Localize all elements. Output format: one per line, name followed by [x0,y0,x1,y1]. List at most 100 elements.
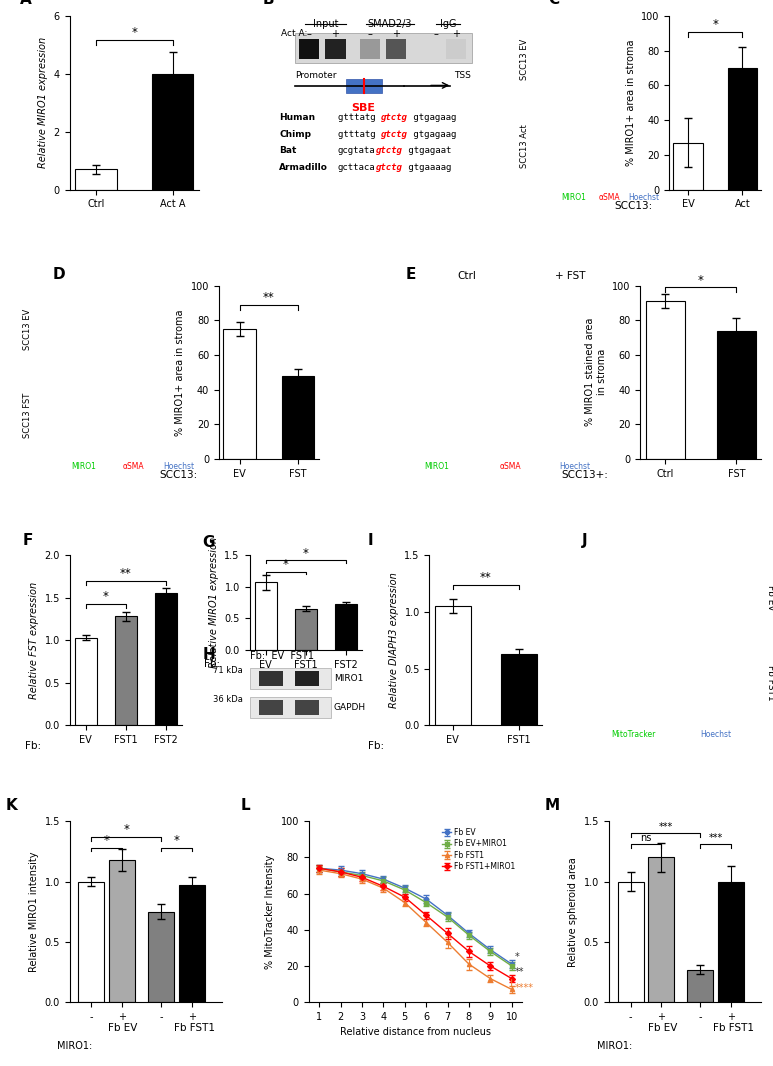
Text: **: ** [480,571,492,584]
Y-axis label: % MIRO1+ area in stroma: % MIRO1+ area in stroma [175,309,186,436]
Text: MIRO1:: MIRO1: [597,1041,632,1051]
Text: G: G [203,535,215,550]
Text: αSMA: αSMA [599,193,621,201]
Bar [75,637,97,725]
Text: MIRO1: MIRO1 [71,463,96,471]
Text: –: – [434,29,438,39]
Text: SCC13 EV: SCC13 EV [23,308,32,350]
Text: *: * [283,559,288,571]
Legend: Fb EV, Fb EV+MIRO1, Fb FST1, Fb FST1+MIRO1: Fb EV, Fb EV+MIRO1, Fb FST1, Fb FST1+MIR… [439,825,519,874]
Bar [727,68,758,190]
Text: –: – [307,29,312,39]
Text: gtgaaaag: gtgaaaag [403,163,451,172]
Text: SBE: SBE [352,102,376,113]
Text: *: * [103,591,109,603]
FancyBboxPatch shape [258,700,283,715]
Text: Promoter: Promoter [295,71,337,80]
Text: Fb EV: Fb EV [766,585,773,611]
Bar [76,169,117,190]
Text: **: ** [263,291,274,304]
Text: *: * [104,834,110,846]
Bar [179,885,205,1002]
Y-axis label: Relative spheroid area: Relative spheroid area [568,857,578,967]
Text: gtttatg: gtttatg [338,113,380,123]
FancyBboxPatch shape [325,38,346,60]
Text: SCC13 Act: SCC13 Act [520,125,530,168]
Text: D: D [53,266,66,281]
Text: *: * [303,547,308,560]
Text: Fb FST1: Fb FST1 [713,1023,754,1033]
Text: H: H [203,647,215,662]
Text: Fb:: Fb: [367,741,383,752]
Text: SCC13:: SCC13: [614,200,652,211]
FancyBboxPatch shape [386,38,406,60]
Bar [648,857,674,1002]
Text: –: – [367,29,372,39]
Y-axis label: % MIRO1+ area in stroma: % MIRO1+ area in stroma [625,39,635,166]
Text: gcttaca: gcttaca [338,163,375,172]
FancyBboxPatch shape [250,697,331,717]
Text: SCC13 FST: SCC13 FST [23,393,32,438]
Text: K: K [5,798,17,813]
Text: gtctg: gtctg [381,113,408,123]
Text: F: F [22,533,32,548]
Text: I: I [367,533,373,548]
Text: SCC13+:: SCC13+: [562,470,608,480]
Bar [501,653,537,725]
Text: C: C [548,0,559,6]
Y-axis label: Relative MIRO1 expression: Relative MIRO1 expression [209,537,219,668]
Bar [254,582,277,650]
Bar [155,594,177,725]
Bar [282,375,314,459]
Bar [718,882,744,1002]
Text: *: * [515,952,519,963]
Bar [78,882,104,1002]
Text: Ctrl: Ctrl [458,271,476,280]
Y-axis label: Relative FST expression: Relative FST expression [29,582,39,698]
FancyBboxPatch shape [295,671,319,687]
Text: *: * [173,834,179,846]
Text: **: ** [120,567,131,580]
Text: αSMA: αSMA [123,463,145,471]
Text: TSS: TSS [455,71,471,80]
Text: gtttatg: gtttatg [338,130,380,139]
Text: GAPDH: GAPDH [334,704,366,712]
Text: Hoechst: Hoechst [163,463,194,471]
Text: ****: **** [515,983,534,994]
Text: **: ** [515,967,524,976]
Bar [335,604,357,650]
Text: *: * [124,823,129,836]
Text: SMAD2/3: SMAD2/3 [368,18,412,29]
Bar [109,860,135,1002]
Text: B: B [263,0,274,6]
Text: *: * [698,274,704,287]
Bar [295,609,317,650]
Text: gtctg: gtctg [381,130,408,139]
Bar [717,330,756,459]
Text: J: J [582,533,587,548]
Text: Fb:: Fb: [25,741,41,752]
Text: gcgtata: gcgtata [338,146,375,156]
Bar [148,911,174,1002]
Text: ns: ns [640,833,652,843]
Bar [152,74,193,190]
Text: Hoechst: Hoechst [560,463,591,471]
Text: MitoTracker: MitoTracker [611,730,656,739]
Y-axis label: % MIRO1 stained area
in stroma: % MIRO1 stained area in stroma [585,318,607,426]
Text: gtctg: gtctg [376,146,403,156]
FancyBboxPatch shape [295,33,472,63]
Bar [646,301,685,459]
Text: MIRO1: MIRO1 [334,674,363,683]
Text: Act A:: Act A: [281,29,308,38]
Text: Chimp: Chimp [279,130,312,139]
Text: gtgagaat: gtgagaat [403,146,451,156]
Bar [673,143,703,190]
Text: Hoechst: Hoechst [628,193,659,201]
Y-axis label: Relative MIRO1 intensity: Relative MIRO1 intensity [29,852,39,972]
X-axis label: Relative distance from nucleus: Relative distance from nucleus [340,1028,491,1037]
Text: Hoechst: Hoechst [700,730,732,739]
Text: M: M [545,798,560,813]
Text: SCC13 EV: SCC13 EV [520,38,530,80]
FancyBboxPatch shape [299,38,319,60]
Y-axis label: Relative DIAPH3 expression: Relative DIAPH3 expression [389,572,399,708]
